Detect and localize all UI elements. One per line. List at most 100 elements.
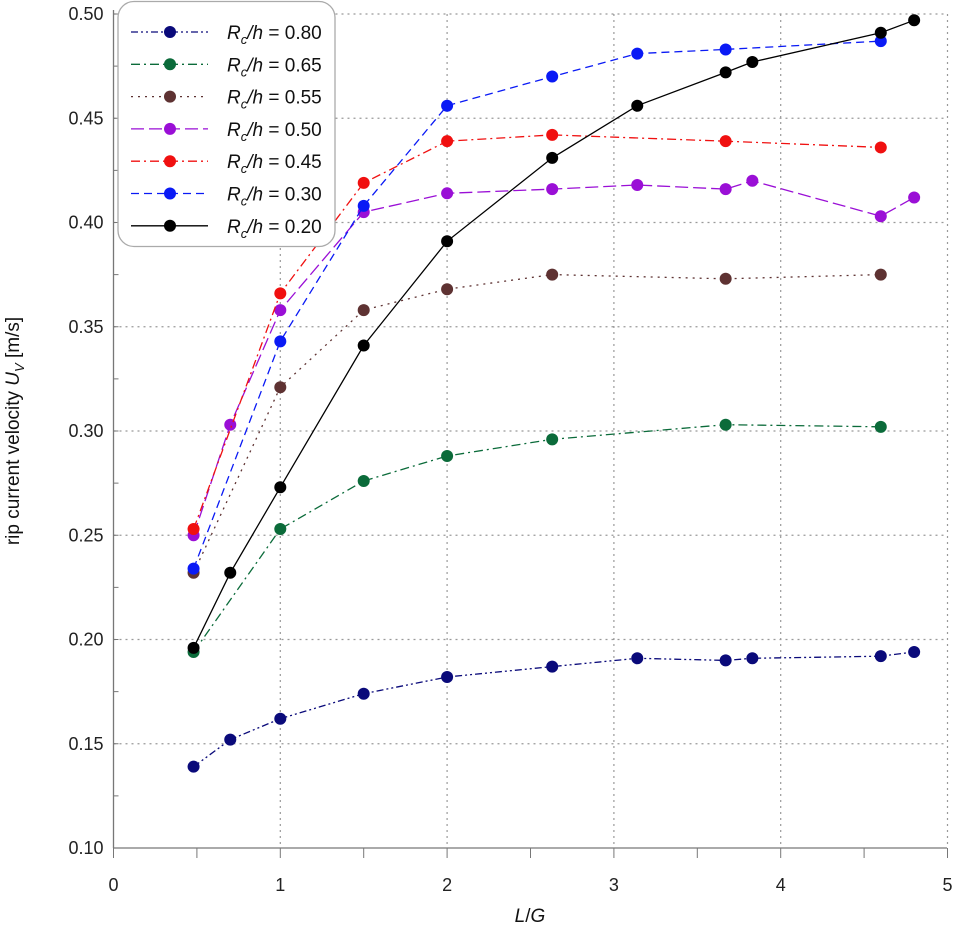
y-tick-label: 0.50 (68, 4, 103, 24)
data-point (224, 733, 237, 746)
x-tick-label: 1 (275, 875, 285, 895)
data-point (546, 70, 559, 83)
series-group (187, 14, 921, 773)
data-point (908, 646, 921, 659)
x-tick-label: 5 (942, 875, 952, 895)
y-tick-label: 0.20 (68, 630, 103, 650)
legend-label: Rc/h = 0.80 (227, 23, 322, 47)
data-point (719, 272, 732, 285)
data-point (874, 420, 887, 433)
legend-marker (164, 90, 176, 103)
data-point (546, 660, 559, 673)
data-point (187, 760, 200, 773)
data-point (908, 191, 921, 204)
legend: Rc/h = 0.80 Rc/h = 0.65 Rc/h = 0.55 Rc/h = … (117, 0, 336, 248)
data-point (224, 418, 237, 431)
data-point (441, 283, 454, 296)
series-080 (187, 646, 921, 773)
data-point (357, 475, 370, 488)
data-point (274, 287, 287, 300)
series-055 (187, 268, 887, 579)
data-point (546, 268, 559, 281)
data-point (719, 183, 732, 196)
data-point (631, 47, 644, 60)
data-point (746, 652, 759, 665)
series-line (193, 651, 915, 768)
series-030 (187, 35, 887, 575)
data-point (719, 418, 732, 431)
data-point (908, 14, 921, 27)
data-point (187, 641, 200, 654)
data-point (357, 304, 370, 317)
legend-label: Rc/h = 0.30 (227, 185, 322, 209)
data-point (746, 55, 759, 68)
series-065 (187, 418, 887, 659)
data-point (274, 304, 287, 317)
legend-label: Rc/h = 0.20 (227, 217, 322, 241)
data-point (441, 450, 454, 463)
data-point (874, 210, 887, 223)
data-point (631, 99, 644, 112)
data-point (719, 66, 732, 79)
data-point (746, 174, 759, 187)
data-point (631, 178, 644, 191)
data-point (187, 562, 200, 575)
x-tick-label: 0 (108, 875, 118, 895)
data-point (546, 151, 559, 164)
data-point (874, 35, 887, 48)
data-point (357, 199, 370, 212)
legend-marker (164, 187, 176, 200)
legend-label: Rc/h = 0.55 (227, 88, 322, 112)
data-point (274, 381, 287, 394)
data-point (274, 335, 287, 348)
data-point (441, 187, 454, 200)
legend-marker (164, 155, 176, 168)
data-point (719, 654, 732, 667)
legend-marker (164, 219, 176, 232)
data-point (357, 339, 370, 352)
data-point (441, 135, 454, 148)
data-point (224, 566, 237, 579)
series-020 (187, 14, 921, 654)
data-point (441, 235, 454, 248)
data-point (719, 135, 732, 148)
axes: 0.10 0.15 0.20 0.25 0.30 0.35 0.40 0.45 0.50 0 1 2 3… (68, 4, 952, 895)
legend-marker (164, 58, 176, 71)
legend-marker (164, 26, 176, 38)
series-045 (187, 128, 887, 535)
data-point (274, 712, 287, 725)
legend-label: Rc/h = 0.50 (227, 120, 322, 144)
y-tick-label: 0.40 (68, 213, 103, 233)
y-tick-label: 0.15 (68, 734, 103, 754)
x-tick-label: 4 (776, 875, 786, 895)
y-axis-label: rip current velocity UV [m/s] (3, 317, 27, 545)
data-point (357, 687, 370, 700)
data-point (187, 522, 200, 535)
data-point (274, 481, 287, 494)
data-point (441, 99, 454, 112)
data-point (719, 43, 732, 56)
data-point (874, 650, 887, 663)
x-tick-label: 3 (609, 875, 619, 895)
y-tick-label: 0.10 (68, 838, 103, 858)
legend-label: Rc/h = 0.65 (227, 55, 322, 79)
y-tick-label: 0.30 (68, 421, 103, 441)
data-point (546, 183, 559, 196)
data-point (546, 128, 559, 141)
y-tick-label: 0.45 (68, 108, 103, 128)
data-point (274, 522, 287, 535)
legend-marker (164, 122, 176, 135)
x-axis-label: L/G (515, 906, 546, 927)
data-point (546, 433, 559, 446)
series-line (192, 40, 881, 569)
y-tick-label: 0.25 (68, 525, 103, 545)
data-point (441, 671, 454, 684)
series-line (193, 273, 881, 574)
legend-label: Rc/h = 0.45 (227, 152, 322, 176)
data-point (874, 141, 887, 154)
data-point (631, 652, 644, 665)
y-tick-label: 0.35 (68, 317, 103, 337)
data-point (874, 26, 887, 39)
data-point (357, 176, 370, 189)
